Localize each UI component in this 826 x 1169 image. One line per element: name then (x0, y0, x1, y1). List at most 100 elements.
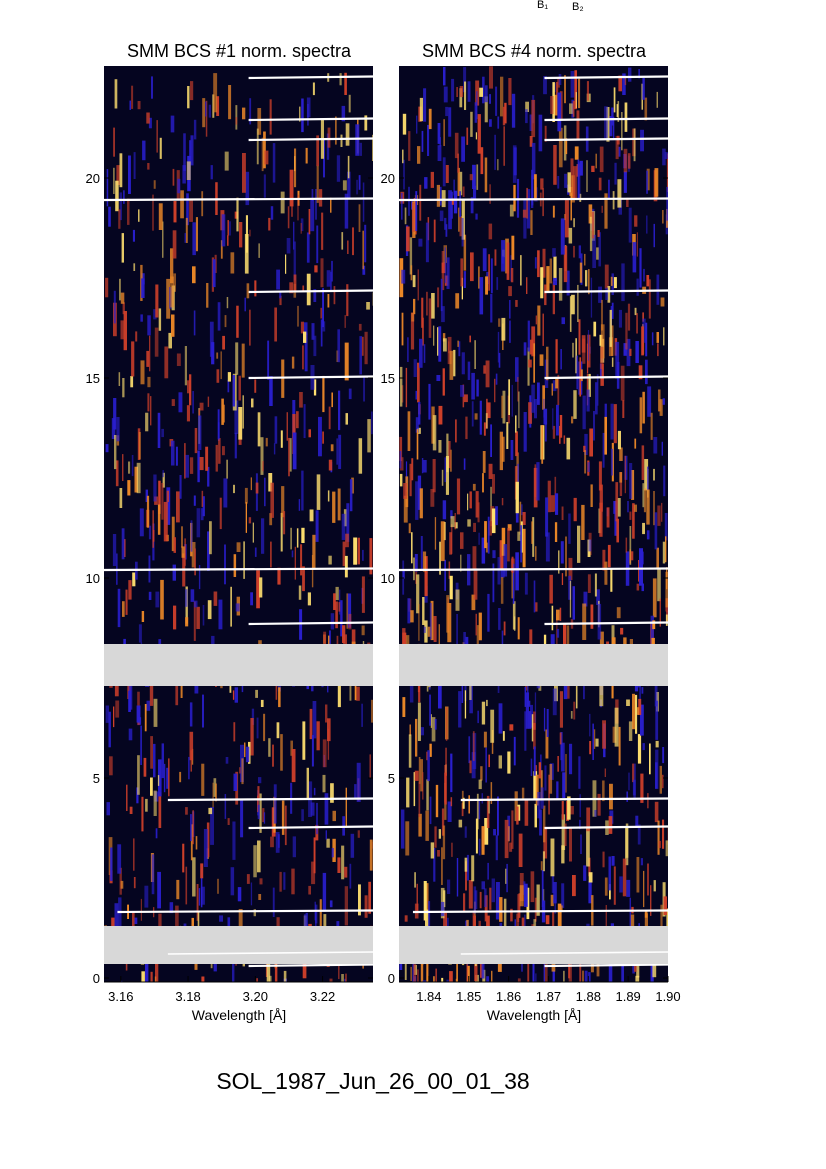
spectral-streak (320, 319, 323, 347)
spectral-streak (484, 895, 488, 922)
spectral-streak (418, 604, 420, 641)
spectral-streak (436, 184, 440, 207)
spectral-streak (168, 758, 170, 797)
spectral-streak (193, 600, 198, 608)
spectral-streak (449, 532, 452, 555)
spectral-streak (517, 804, 521, 821)
spectral-streak (576, 110, 580, 141)
scan-boundary-line (248, 289, 373, 294)
spectral-streak (657, 820, 660, 855)
spectral-streak (639, 397, 643, 434)
spectral-streak (300, 544, 303, 576)
spectral-streak (491, 970, 493, 982)
spectral-streak (157, 504, 161, 535)
spectral-streak (463, 458, 466, 470)
spectral-streak (442, 825, 446, 860)
spectral-streak (531, 99, 536, 138)
spectral-streak (502, 390, 506, 424)
spectral-streak (508, 78, 512, 106)
scan-boundary-line (248, 375, 373, 380)
spectral-streak (424, 177, 428, 189)
spectral-streak (418, 757, 421, 784)
spectral-streak (404, 207, 407, 225)
spectral-streak (601, 205, 603, 213)
spectral-streak (612, 191, 615, 210)
spectral-streak (459, 171, 463, 196)
spectral-streak (146, 495, 150, 528)
spectral-streak (169, 902, 174, 914)
spectral-streak (417, 269, 419, 301)
spectral-streak (646, 215, 648, 234)
spectral-streak (219, 915, 223, 922)
spectral-streak (553, 882, 557, 904)
spectral-streak (506, 422, 509, 449)
spectral-streak (217, 302, 221, 331)
spectral-streak (349, 863, 352, 889)
spectral-streak (614, 162, 617, 185)
spectral-streak (415, 718, 418, 757)
spectral-streak (542, 851, 545, 872)
spectral-streak (369, 754, 371, 779)
spectral-streak (161, 743, 164, 779)
spectral-streak (663, 465, 666, 497)
spectral-streak (134, 917, 138, 924)
spectral-streak (150, 777, 153, 796)
spectral-streak (566, 270, 570, 296)
spectral-streak (495, 506, 498, 526)
spectral-streak (155, 284, 159, 318)
spectral-streak (654, 801, 659, 823)
spectral-streak (268, 217, 271, 231)
spectral-streak (412, 275, 416, 288)
spectral-streak (225, 757, 229, 764)
spectral-streak (464, 81, 467, 110)
spectral-streak (624, 102, 628, 132)
spectral-streak (631, 470, 635, 500)
spectral-streak (105, 705, 109, 723)
spectral-streak (345, 787, 347, 827)
spectral-streak (580, 834, 582, 854)
scan-boundary-line (460, 951, 668, 955)
scan-boundary-line (248, 75, 373, 80)
spectral-streak (538, 762, 542, 779)
spectral-streak (502, 106, 506, 126)
spectral-streak (489, 94, 491, 104)
spectral-streak (341, 974, 344, 982)
spectral-streak (133, 152, 136, 179)
spectral-streak (588, 269, 590, 295)
spectral-streak (119, 153, 123, 188)
spectral-streak (469, 335, 471, 343)
spectral-streak (239, 767, 241, 774)
spectral-streak (642, 391, 645, 424)
spectral-streak (193, 495, 196, 506)
spectral-streak (635, 694, 638, 734)
spectral-streak (445, 224, 448, 237)
spectral-streak (468, 880, 473, 909)
spectral-streak (422, 597, 425, 625)
spectral-streak (273, 784, 277, 824)
spectral-streak (450, 516, 455, 528)
spectral-streak (237, 887, 242, 902)
spectral-streak (409, 237, 413, 275)
spectral-streak (344, 315, 346, 328)
spectral-streak (325, 704, 328, 723)
spectral-streak (524, 572, 528, 595)
spectral-streak (488, 254, 490, 291)
spectral-streak (498, 703, 503, 734)
spectral-streak (443, 119, 445, 146)
spectral-streak (188, 756, 190, 780)
spectral-streak (487, 402, 491, 419)
spectral-streak (175, 905, 179, 945)
spectral-streak (171, 440, 175, 466)
spectral-streak (172, 230, 177, 259)
spectral-streak (564, 823, 567, 846)
spectral-streak (535, 315, 538, 325)
spectral-streak (459, 86, 464, 98)
spectral-streak (403, 483, 408, 499)
spectral-streak (264, 477, 266, 507)
spectral-streak (588, 373, 591, 397)
spectral-streak (337, 857, 341, 873)
event-label: SOL_1987_Jun_26_00_01_38 (216, 1068, 529, 1094)
spectral-streak (469, 760, 472, 774)
spectral-streak (256, 128, 259, 165)
spectral-streak (205, 446, 209, 471)
